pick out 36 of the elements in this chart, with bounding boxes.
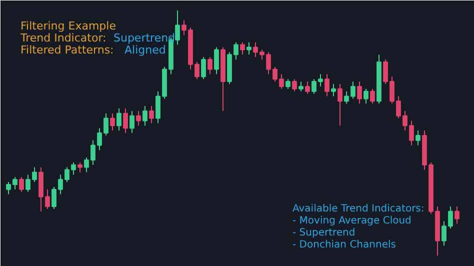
candlestick <box>370 88 375 104</box>
annotation: Available Trend Indicators: - Moving Average Cloud - Supertrend - Donchian Channels <box>292 204 424 250</box>
candlestick <box>338 84 342 126</box>
candlestick <box>136 110 141 126</box>
candlestick <box>298 81 304 92</box>
candlestick <box>201 56 206 80</box>
candlestick <box>149 106 154 124</box>
candlestick <box>324 74 330 97</box>
candlestick <box>84 157 89 173</box>
candlestick <box>364 88 368 104</box>
candlestick <box>142 106 148 126</box>
candlestick <box>110 112 115 132</box>
candlestick <box>331 84 336 97</box>
candlestick <box>116 108 122 132</box>
candlestick <box>130 110 134 134</box>
annotation: Trend Indicator: Supertrend <box>20 32 176 44</box>
candlestick <box>12 176 18 190</box>
candlestick <box>240 42 245 56</box>
candlestick <box>78 162 82 173</box>
candlestick <box>292 78 297 92</box>
candlestick <box>286 78 290 90</box>
candlestick <box>246 42 252 56</box>
candlestick <box>104 112 108 136</box>
annotation: Filtered Patterns: Aligned <box>20 44 166 56</box>
candlestick <box>208 56 212 75</box>
text: Filtering Example <box>20 20 116 32</box>
candlestick <box>175 10 180 46</box>
candlestick <box>123 108 128 134</box>
candlestick <box>214 46 219 75</box>
candlestick <box>19 176 24 192</box>
candlestick <box>305 81 310 94</box>
candlestick <box>454 206 460 224</box>
candlestick <box>416 130 420 146</box>
candlestick <box>357 81 362 104</box>
candlestick <box>383 59 388 84</box>
candlestick <box>6 182 11 195</box>
